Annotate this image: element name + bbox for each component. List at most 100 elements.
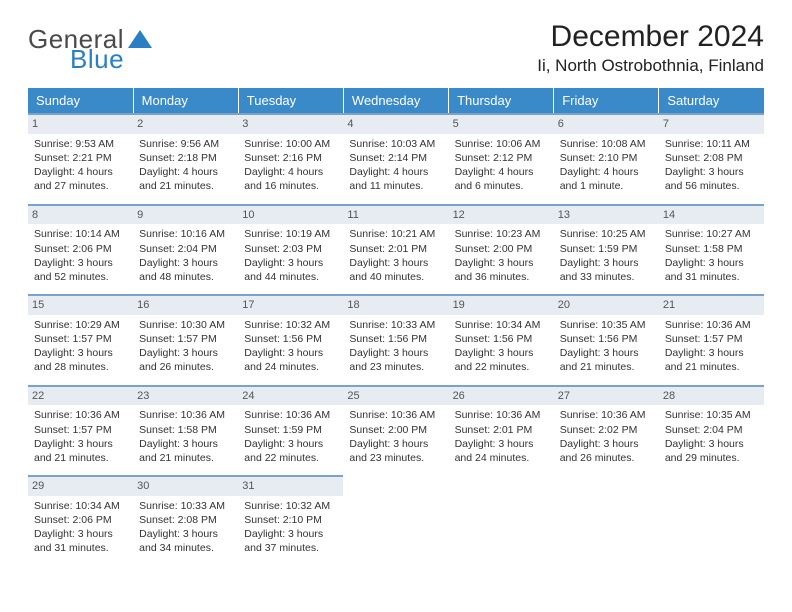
day-info: Sunrise: 10:34 AM Sunset: 1:56 PM Daylig…: [455, 318, 548, 375]
dayname-thursday: Thursday: [449, 88, 554, 114]
day-info: Sunrise: 10:29 AM Sunset: 1:57 PM Daylig…: [34, 318, 127, 375]
day-number: 15: [28, 296, 133, 315]
calendar-cell: 2 Sunrise: 9:56 AM Sunset: 2:18 PM Daylig…: [133, 114, 238, 205]
day-info: Sunrise: 10:30 AM Sunset: 1:57 PM Daylig…: [139, 318, 232, 375]
day-info: Sunrise: 10:27 AM Sunset: 1:58 PM Daylig…: [665, 227, 758, 284]
calendar-cell: [449, 476, 554, 566]
day-number: 17: [238, 296, 343, 315]
day-info: Sunrise: 10:21 AM Sunset: 2:01 PM Daylig…: [349, 227, 442, 284]
day-info: Sunrise: 10:08 AM Sunset: 2:10 PM Daylig…: [560, 137, 653, 194]
calendar-cell: 21 Sunrise: 10:36 AM Sunset: 1:57 PM Dayl…: [659, 295, 764, 386]
day-number: 31: [238, 477, 343, 496]
header: General Blue December 2024 Ii, North Ost…: [28, 20, 764, 76]
calendar-cell: 7 Sunrise: 10:11 AM Sunset: 2:08 PM Dayli…: [659, 114, 764, 205]
dayname-tuesday: Tuesday: [238, 88, 343, 114]
calendar-cell: 15 Sunrise: 10:29 AM Sunset: 1:57 PM Dayl…: [28, 295, 133, 386]
brand-word2: Blue: [70, 46, 152, 72]
calendar-cell: 1 Sunrise: 9:53 AM Sunset: 2:21 PM Daylig…: [28, 114, 133, 205]
day-info: Sunrise: 10:36 AM Sunset: 1:57 PM Daylig…: [34, 408, 127, 465]
calendar-cell: [343, 476, 448, 566]
day-number: 6: [554, 115, 659, 134]
calendar-cell: 29 Sunrise: 10:34 AM Sunset: 2:06 PM Dayl…: [28, 476, 133, 566]
day-info: Sunrise: 10:35 AM Sunset: 2:04 PM Daylig…: [665, 408, 758, 465]
calendar-cell: 13Sunrise: 10:25 AM Sunset: 1:59 PM Dayl…: [554, 205, 659, 296]
day-info: Sunrise: 10:19 AM Sunset: 2:03 PM Daylig…: [244, 227, 337, 284]
day-info: Sunrise: 10:16 AM Sunset: 2:04 PM Daylig…: [139, 227, 232, 284]
day-info: Sunrise: 10:36 AM Sunset: 2:02 PM Daylig…: [560, 408, 653, 465]
day-number: 4: [343, 115, 448, 134]
calendar-cell: 19 Sunrise: 10:34 AM Sunset: 1:56 PM Dayl…: [449, 295, 554, 386]
dayname-friday: Friday: [554, 88, 659, 114]
day-number: 28: [659, 387, 764, 406]
day-info: Sunrise: 10:33 AM Sunset: 1:56 PM Daylig…: [349, 318, 442, 375]
calendar-cell: 6 Sunrise: 10:08 AM Sunset: 2:10 PM Dayli…: [554, 114, 659, 205]
brand-logo: General Blue: [28, 26, 152, 72]
day-number: 11: [343, 206, 448, 225]
calendar-cell: [659, 476, 764, 566]
day-number: 20: [554, 296, 659, 315]
calendar-cell: 18Sunrise: 10:33 AM Sunset: 1:56 PM Dayl…: [343, 295, 448, 386]
calendar-cell: 27Sunrise: 10:36 AM Sunset: 2:02 PM Dayl…: [554, 386, 659, 477]
day-number: 30: [133, 477, 238, 496]
calendar-cell: 30 Sunrise: 10:33 AM Sunset: 2:08 PM Dayl…: [133, 476, 238, 566]
calendar-cell: 3 Sunrise: 10:00 AM Sunset: 2:16 PM Dayli…: [238, 114, 343, 205]
day-info: Sunrise: 10:03 AM Sunset: 2:14 PM Daylig…: [349, 137, 442, 194]
day-number: 8: [28, 206, 133, 225]
dayname-saturday: Saturday: [659, 88, 764, 114]
day-info: Sunrise: 10:33 AM Sunset: 2:08 PM Daylig…: [139, 499, 232, 556]
location-subtitle: Ii, North Ostrobothnia, Finland: [537, 56, 764, 76]
calendar-cell: 20 Sunrise: 10:35 AM Sunset: 1:56 PM Dayl…: [554, 295, 659, 386]
day-info: Sunrise: 10:36 AM Sunset: 1:58 PM Daylig…: [139, 408, 232, 465]
month-title: December 2024: [537, 20, 764, 54]
day-number: 25: [343, 387, 448, 406]
calendar-cell: [554, 476, 659, 566]
calendar-cell: 23 Sunrise: 10:36 AM Sunset: 1:58 PM Dayl…: [133, 386, 238, 477]
day-number: 22: [28, 387, 133, 406]
dayname-wednesday: Wednesday: [343, 88, 448, 114]
calendar-cell: 12 Sunrise: 10:23 AM Sunset: 2:00 PM Dayl…: [449, 205, 554, 296]
day-info: Sunrise: 10:35 AM Sunset: 1:56 PM Daylig…: [560, 318, 653, 375]
day-number: 7: [659, 115, 764, 134]
calendar-cell: 10 Sunrise: 10:19 AM Sunset: 2:03 PM Dayl…: [238, 205, 343, 296]
calendar-cell: 4 Sunrise: 10:03 AM Sunset: 2:14 PM Dayli…: [343, 114, 448, 205]
day-number: 29: [28, 477, 133, 496]
day-number: 16: [133, 296, 238, 315]
calendar-cell: 17 Sunrise: 10:32 AM Sunset: 1:56 PM Dayl…: [238, 295, 343, 386]
day-info: Sunrise: 10:11 AM Sunset: 2:08 PM Daylig…: [665, 137, 758, 194]
day-number: 3: [238, 115, 343, 134]
day-info: Sunrise: 10:34 AM Sunset: 2:06 PM Daylig…: [34, 499, 127, 556]
calendar-cell: 8Sunrise: 10:14 AM Sunset: 2:06 PM Dayli…: [28, 205, 133, 296]
calendar-cell: 28 Sunrise: 10:35 AM Sunset: 2:04 PM Dayl…: [659, 386, 764, 477]
day-number: 2: [133, 115, 238, 134]
day-info: Sunrise: 10:32 AM Sunset: 1:56 PM Daylig…: [244, 318, 337, 375]
day-info: Sunrise: 10:00 AM Sunset: 2:16 PM Daylig…: [244, 137, 337, 194]
day-info: Sunrise: 9:53 AM Sunset: 2:21 PM Dayligh…: [34, 137, 127, 194]
calendar-cell: 25Sunrise: 10:36 AM Sunset: 2:00 PM Dayl…: [343, 386, 448, 477]
day-number: 24: [238, 387, 343, 406]
calendar-cell: 5Sunrise: 10:06 AM Sunset: 2:12 PM Dayli…: [449, 114, 554, 205]
calendar-cell: 31 Sunrise: 10:32 AM Sunset: 2:10 PM Dayl…: [238, 476, 343, 566]
day-number: 19: [449, 296, 554, 315]
calendar-cell: 26Sunrise: 10:36 AM Sunset: 2:01 PM Dayl…: [449, 386, 554, 477]
day-info: Sunrise: 10:23 AM Sunset: 2:00 PM Daylig…: [455, 227, 548, 284]
day-number: 14: [659, 206, 764, 225]
calendar-cell: 14 Sunrise: 10:27 AM Sunset: 1:58 PM Dayl…: [659, 205, 764, 296]
day-number: 21: [659, 296, 764, 315]
day-number: 12: [449, 206, 554, 225]
day-number: 23: [133, 387, 238, 406]
day-info: Sunrise: 10:36 AM Sunset: 2:01 PM Daylig…: [455, 408, 548, 465]
day-info: Sunrise: 10:32 AM Sunset: 2:10 PM Daylig…: [244, 499, 337, 556]
day-info: Sunrise: 10:06 AM Sunset: 2:12 PM Daylig…: [455, 137, 548, 194]
day-info: Sunrise: 9:56 AM Sunset: 2:18 PM Dayligh…: [139, 137, 232, 194]
calendar-table: SundayMondayTuesdayWednesdayThursdayFrid…: [28, 88, 764, 566]
calendar-cell: 11 Sunrise: 10:21 AM Sunset: 2:01 PM Dayl…: [343, 205, 448, 296]
day-number: 10: [238, 206, 343, 225]
calendar-cell: 16 Sunrise: 10:30 AM Sunset: 1:57 PM Dayl…: [133, 295, 238, 386]
title-block: December 2024 Ii, North Ostrobothnia, Fi…: [537, 20, 764, 76]
dayname-sunday: Sunday: [28, 88, 133, 114]
calendar-cell: 9Sunrise: 10:16 AM Sunset: 2:04 PM Dayli…: [133, 205, 238, 296]
day-number: 1: [28, 115, 133, 134]
day-info: Sunrise: 10:36 AM Sunset: 1:57 PM Daylig…: [665, 318, 758, 375]
day-number: 13: [554, 206, 659, 225]
day-info: Sunrise: 10:36 AM Sunset: 1:59 PM Daylig…: [244, 408, 337, 465]
